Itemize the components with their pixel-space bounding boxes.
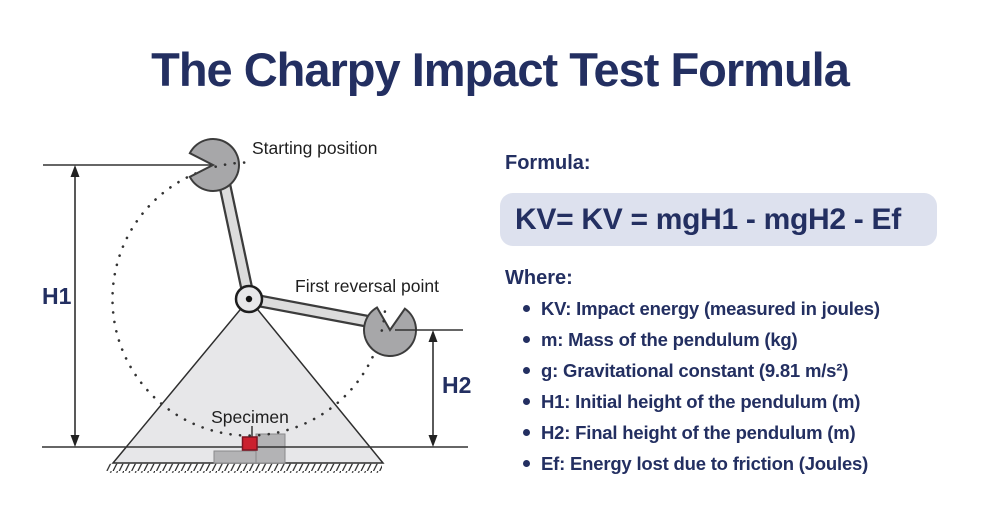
h2-arrowhead-up (428, 330, 438, 342)
formula-label: Formula: (505, 152, 591, 174)
h2-arrowhead-down (428, 435, 438, 447)
hammer-reversal (363, 306, 418, 357)
h1-arrowhead-down (70, 435, 80, 447)
where-item-text: g: Gravitational constant (9.81 m/s²) (541, 359, 849, 381)
where-item-text: Ef: Energy lost due to friction (Joules) (541, 452, 869, 474)
page-title: The Charpy Impact Test Formula (151, 43, 850, 96)
bullet-dot (523, 367, 530, 374)
formula-box: KV= KV = mgH1 - mgH2 - Ef (500, 193, 937, 246)
ground-hatching (106, 463, 382, 473)
where-item-kv: KV: Impact energy (measured in joules) (500, 293, 945, 324)
arm-reversal-fill (244, 294, 371, 326)
h2-label: H2 (442, 372, 471, 398)
where-item-h2: H2: Final height of the pendulum (m) (500, 417, 945, 448)
specimen-block (241, 436, 258, 451)
where-item-text: m: Mass of the pendulum (kg) (541, 328, 798, 350)
where-item-text: KV: Impact energy (measured in joules) (541, 297, 880, 319)
where-item-m: m: Mass of the pendulum (kg) (500, 324, 945, 355)
hammer-start (188, 138, 240, 192)
starting-position-label: Starting position (252, 138, 378, 158)
pendulum-diagram: H1 H2 Starting position First reversal p… (42, 138, 471, 473)
first-reversal-point-label: First reversal point (295, 276, 439, 296)
h1-arrowhead-up (70, 165, 80, 177)
bullet-dot (523, 305, 530, 312)
where-list: KV: Impact energy (measured in joules) m… (500, 293, 945, 479)
swing-arc-overlay-right (380, 304, 387, 332)
anvil-block-low (213, 450, 257, 464)
h1-label: H1 (42, 283, 72, 309)
swing-arc-overlay-top (212, 161, 246, 169)
where-item-text: H2: Final height of the pendulum (m) (541, 421, 856, 443)
where-item-text: H1: Initial height of the pendulum (m) (541, 390, 861, 412)
where-item-ef: Ef: Energy lost due to friction (Joules) (500, 448, 945, 479)
where-item-h1: H1: Initial height of the pendulum (m) (500, 386, 945, 417)
arm-start-fill (220, 181, 254, 304)
specimen-label: Specimen (211, 407, 289, 427)
where-item-g: g: Gravitational constant (9.81 m/s²) (500, 355, 945, 386)
where-label: Where: (505, 267, 573, 289)
pivot-center-dot (245, 295, 253, 303)
bullet-dot (523, 460, 530, 467)
anvil-block-tall (255, 433, 286, 464)
bullet-dot (523, 398, 530, 405)
bullet-dot (523, 429, 530, 436)
formula-panel: Formula: KV= KV = mgH1 - mgH2 - Ef Where… (500, 152, 945, 479)
bullet-dot (523, 336, 530, 343)
swing-arc (111, 165, 384, 437)
